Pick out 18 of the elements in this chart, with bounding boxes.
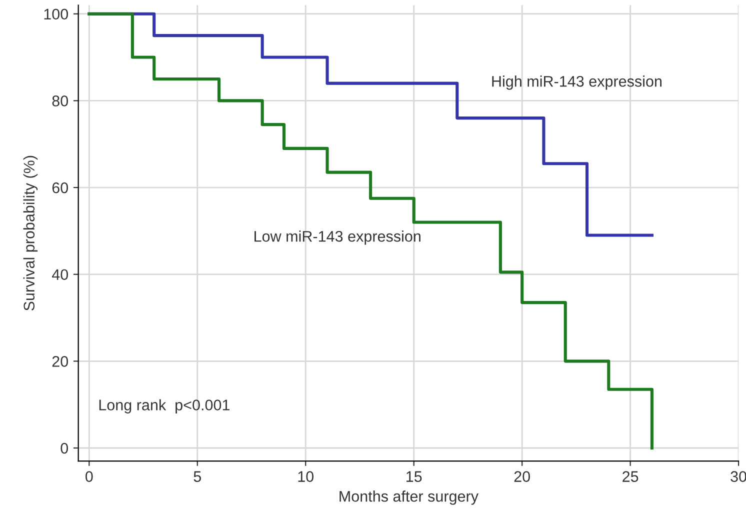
y-tick-label: 40: [52, 269, 68, 280]
x-tick-label: 5: [194, 471, 201, 482]
y-tick-label: 80: [52, 96, 68, 106]
y-tick-label: 60: [52, 182, 68, 194]
annotation: High miR-143 expression: [492, 76, 662, 90]
y-tick-label: 100: [44, 8, 68, 20]
x-tick-label: 15: [406, 471, 422, 482]
y-tick-label: 20: [52, 356, 68, 367]
x-axis-title: Months after surgery: [340, 490, 478, 505]
x-tick-label: 10: [298, 471, 314, 482]
x-tick-label: 20: [514, 471, 530, 482]
y-tick-label: 0: [60, 442, 68, 454]
annotation: Low miR-143 expression: [254, 230, 420, 245]
x-tick-label: 25: [622, 471, 638, 482]
x-tick-label: 0: [86, 471, 93, 482]
x-tick-label: 30: [730, 471, 746, 482]
y-axis-title: Survival probability (%): [23, 156, 38, 311]
annotation: Long rank p<0.001: [99, 399, 230, 414]
